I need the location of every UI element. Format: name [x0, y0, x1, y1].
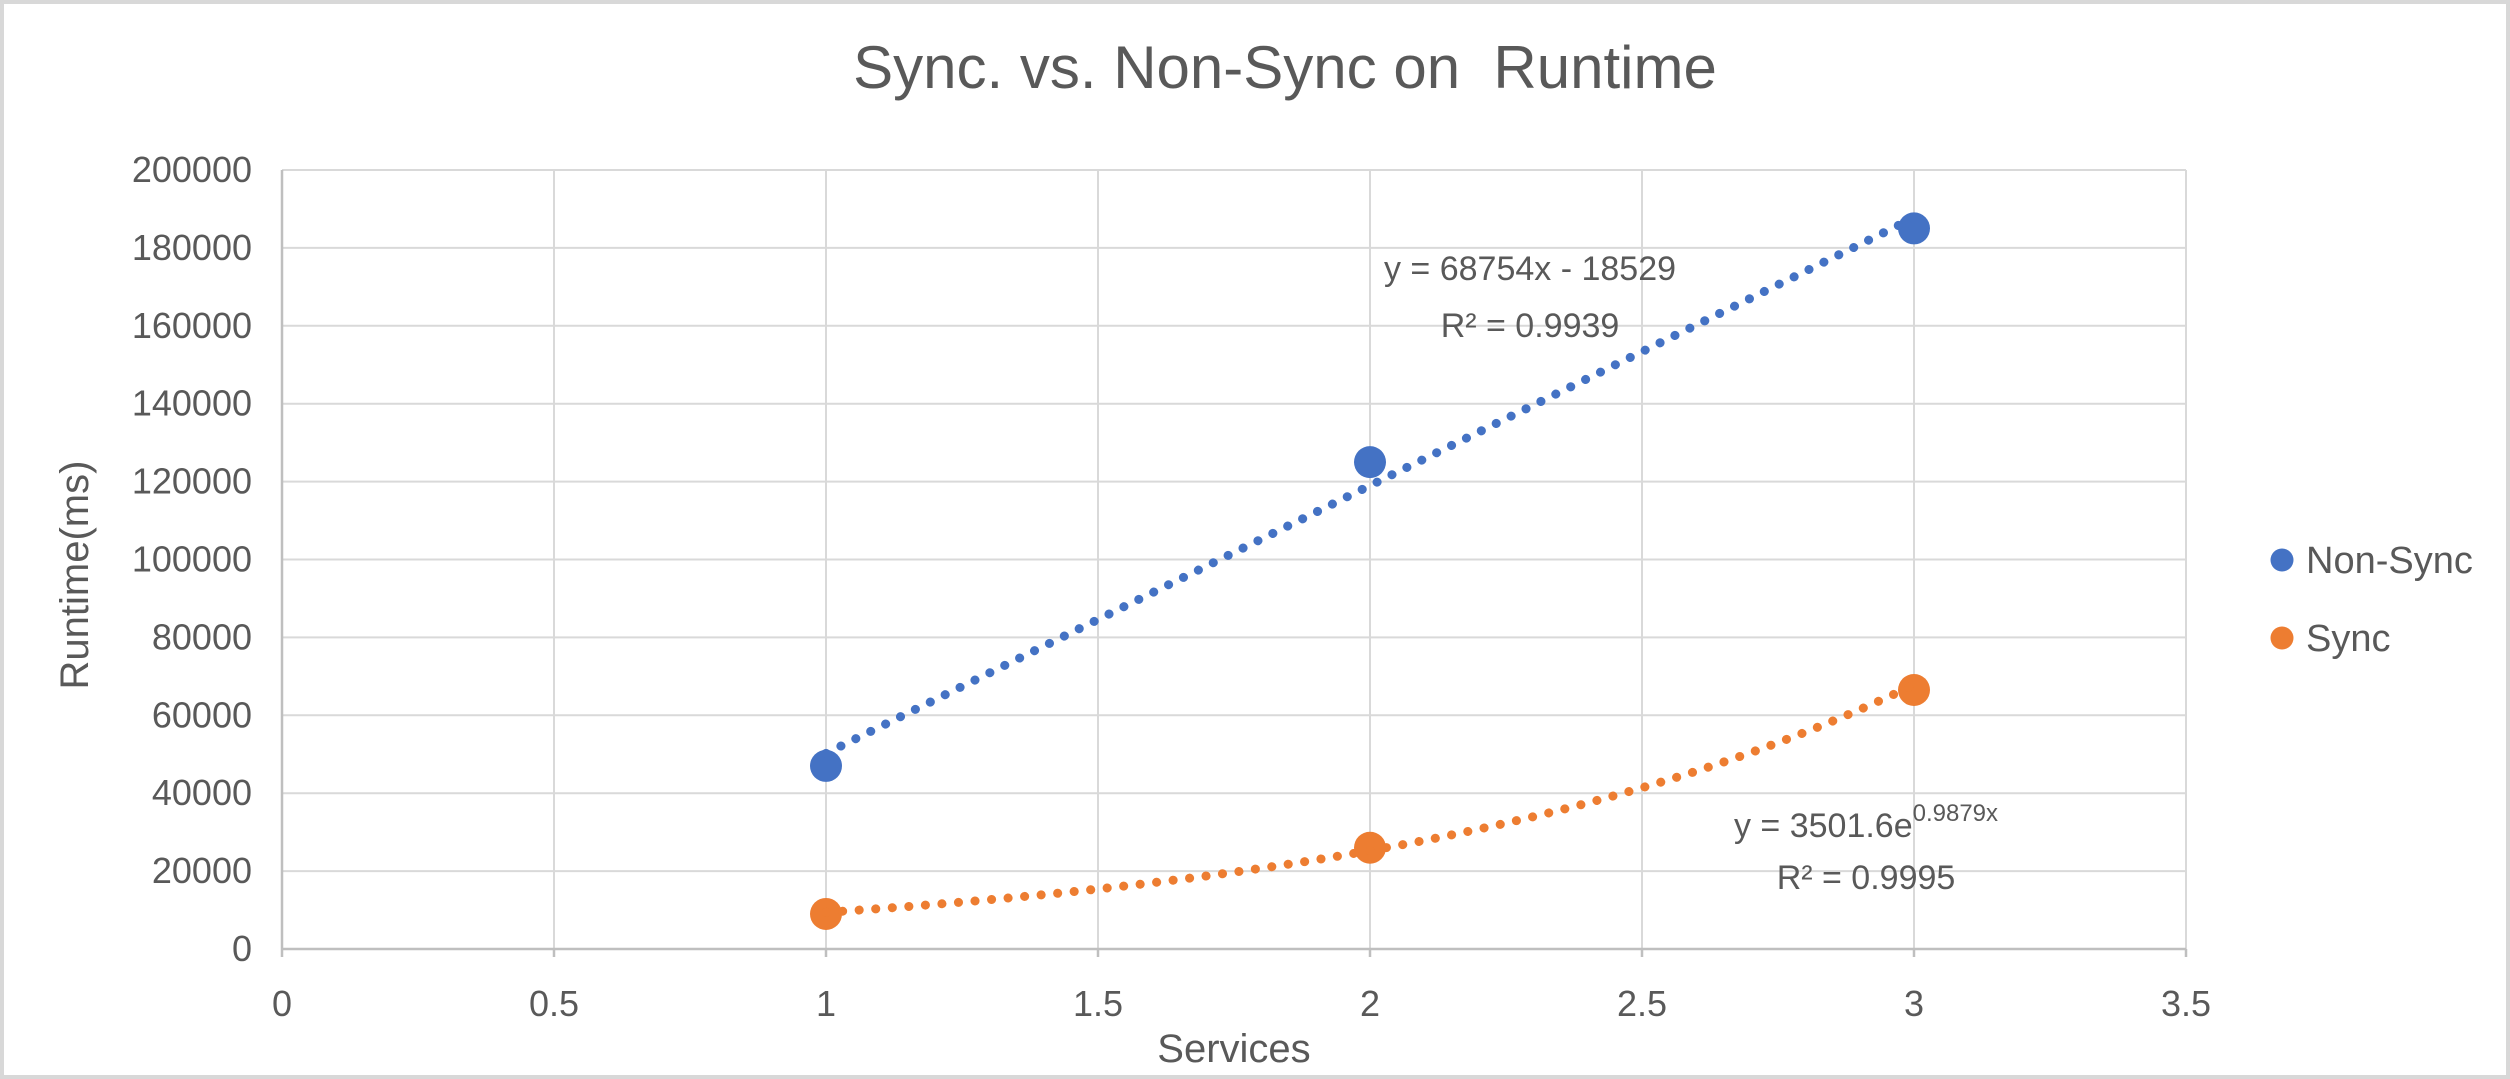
- trendline-equation-sync-base: y = 3501.6e: [1734, 807, 1913, 845]
- trendline-equation-sync: y = 3501.6e0.9879x: [1734, 800, 1998, 845]
- y-axis-title: Runtime(ms): [53, 461, 97, 690]
- y-tick-label: 180000: [132, 227, 252, 268]
- x-tick-label: 0: [272, 983, 292, 1024]
- legend-label-sync: Sync: [2306, 618, 2390, 660]
- x-tick-label: 1.5: [1073, 983, 1123, 1024]
- y-tick-label: 160000: [132, 305, 252, 346]
- x-tick-label: 2: [1360, 983, 1380, 1024]
- y-tick-label: 20000: [152, 850, 252, 891]
- y-tick-label: 120000: [132, 461, 252, 502]
- trendline-non-sync: [821, 213, 1919, 758]
- point-non-sync: [1898, 212, 1930, 245]
- x-tick-label: 1: [816, 983, 836, 1024]
- x-tick-label: 3: [1904, 983, 1924, 1024]
- legend-swatch-non-sync-icon: [2270, 548, 2294, 572]
- trendline-equation-non-sync: y = 68754x - 18529: [1384, 250, 1676, 288]
- scatter-chart: 0 20000 40000 60000 80000 100000 120000 140000 1…: [53, 34, 2473, 1071]
- trendline-equation-sync-exponent: 0.9879x: [1913, 800, 1998, 827]
- y-tick-label: 100000: [132, 539, 252, 580]
- y-tick-label: 140000: [132, 383, 252, 424]
- y-tick-label: 40000: [152, 772, 252, 813]
- chart-title: Sync. vs. Non-Sync on Runtime: [853, 34, 1717, 101]
- trendline-r2-sync: R² = 0.9995: [1777, 859, 1956, 897]
- point-non-sync: [1354, 446, 1386, 479]
- x-axis-title: Services: [1157, 1027, 1310, 1071]
- x-tick-label: 2.5: [1617, 983, 1667, 1024]
- y-tick-label: 200000: [132, 149, 252, 190]
- trendline-label-sync: y = 3501.6e0.9879x R² = 0.9995: [1734, 800, 1998, 897]
- legend-item-sync[interactable]: Sync: [2270, 618, 2391, 660]
- legend: Non-Sync Sync: [2270, 540, 2473, 660]
- legend-label-non-sync: Non-Sync: [2306, 540, 2473, 582]
- trendline-label-non-sync: y = 68754x - 18529 R² = 0.9939: [1384, 250, 1676, 345]
- y-tick-label: 80000: [152, 616, 252, 657]
- point-sync: [1898, 673, 1930, 706]
- x-tick-label: 0.5: [529, 983, 579, 1024]
- legend-item-non-sync[interactable]: Non-Sync: [2270, 540, 2473, 582]
- y-tick-label: 60000: [152, 694, 252, 735]
- plot-area: 0 20000 40000 60000 80000 100000 120000 140000 1…: [132, 149, 2211, 1024]
- x-tick-label: 3.5: [2161, 983, 2211, 1024]
- legend-swatch-sync-icon: [2270, 626, 2294, 650]
- y-tick-label: 0: [232, 928, 252, 969]
- point-non-sync: [810, 749, 842, 782]
- trendline-sync: [821, 680, 1919, 917]
- trendline-r2-non-sync: R² = 0.9939: [1441, 307, 1620, 345]
